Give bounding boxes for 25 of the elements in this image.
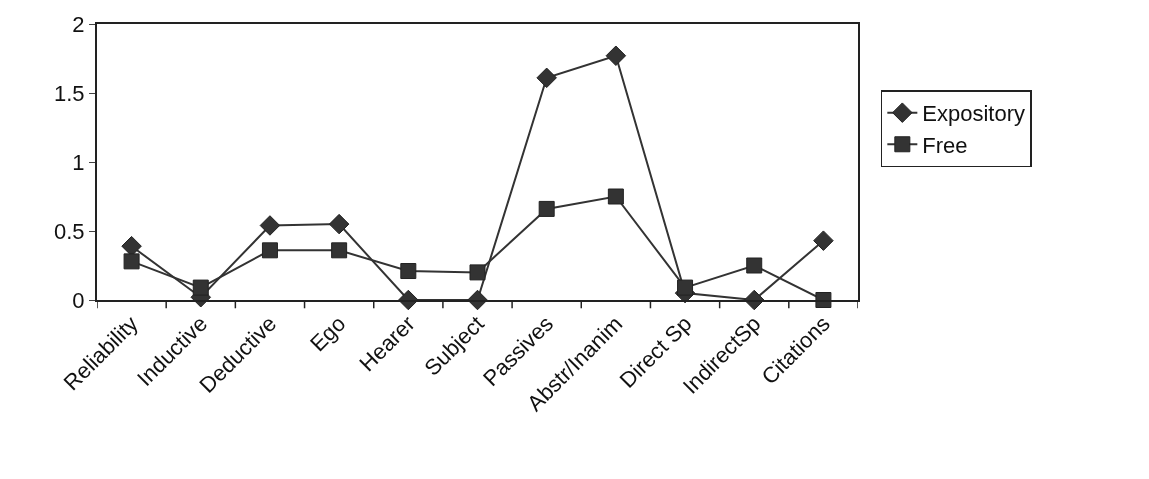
point — [815, 292, 832, 308]
y-tick-label: 1.5 — [54, 80, 85, 106]
point — [123, 253, 140, 270]
point — [192, 279, 209, 296]
point — [536, 67, 557, 89]
legend-label: Free — [922, 132, 968, 158]
point — [467, 289, 488, 311]
y-tick-label: 1 — [72, 149, 85, 175]
point — [259, 215, 281, 236]
point — [605, 45, 627, 66]
legend-label: Expository — [922, 101, 1026, 127]
point — [538, 200, 555, 217]
point — [328, 213, 350, 235]
point — [469, 264, 486, 281]
y-tick-label: 2 — [72, 11, 85, 37]
point — [677, 279, 694, 296]
x-tick-label: Ego — [305, 311, 351, 357]
point — [400, 263, 417, 280]
y-tick-label: 0.5 — [54, 218, 85, 244]
point — [746, 257, 763, 274]
point — [813, 230, 834, 251]
point — [607, 188, 624, 205]
y-tick-label: 0 — [72, 287, 85, 313]
point — [331, 242, 348, 259]
point — [261, 242, 278, 259]
